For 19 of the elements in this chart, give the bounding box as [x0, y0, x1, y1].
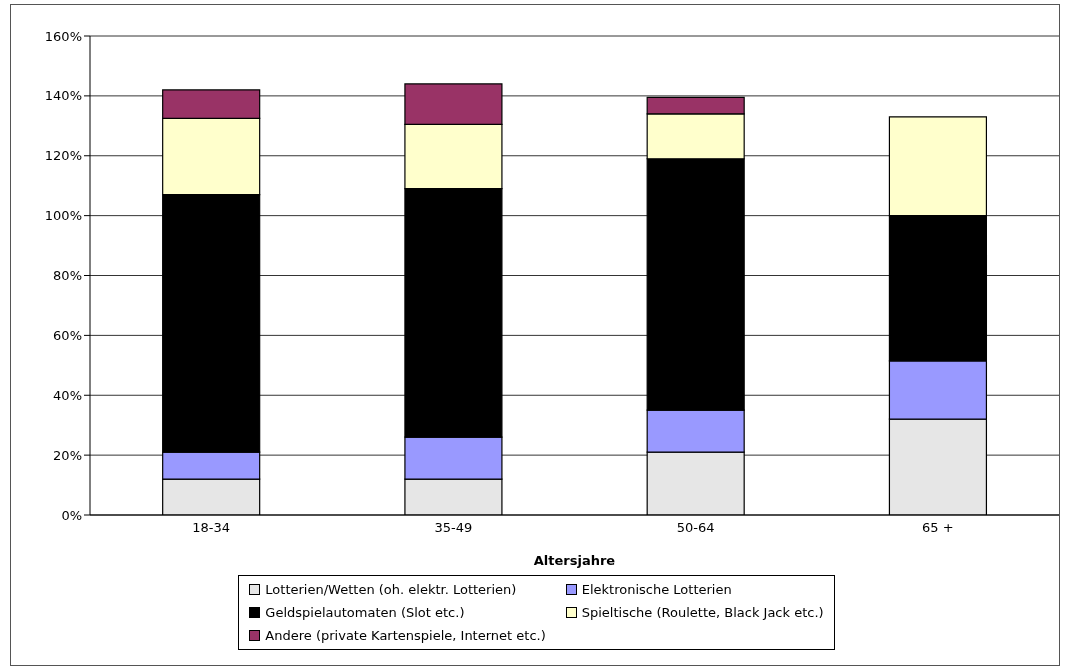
y-tick-label: 20%: [53, 447, 82, 463]
x-tick-label: 35-49: [434, 520, 473, 536]
legend-label: Andere (private Kartenspiele, Internet etc.): [265, 628, 546, 643]
y-tick-label: 120%: [44, 148, 82, 164]
legend-label: Spieltische (Roulette, Black Jack etc.): [581, 605, 824, 620]
legend-label: Elektronische Lotterien: [581, 582, 732, 597]
y-tick-label: 140%: [44, 88, 82, 104]
x-tick-label: 65 +: [922, 520, 954, 536]
x-axis-title: Altersjahre: [533, 553, 616, 568]
legend-label: Lotterien/Wetten (oh. elektr. Lotterien): [265, 582, 517, 597]
x-tick-label: 18-34: [192, 520, 231, 536]
y-tick-label: 0%: [61, 507, 82, 523]
legend-label: Geldspielautomaten (Slot etc.): [265, 605, 465, 620]
y-tick-label: 80%: [53, 268, 82, 284]
y-tick-label: 60%: [53, 327, 82, 343]
y-tick-label: 100%: [44, 208, 82, 224]
y-tick-label: 40%: [53, 387, 82, 403]
x-tick-label: 50-64: [676, 520, 715, 536]
y-tick-label: 160%: [44, 28, 82, 44]
